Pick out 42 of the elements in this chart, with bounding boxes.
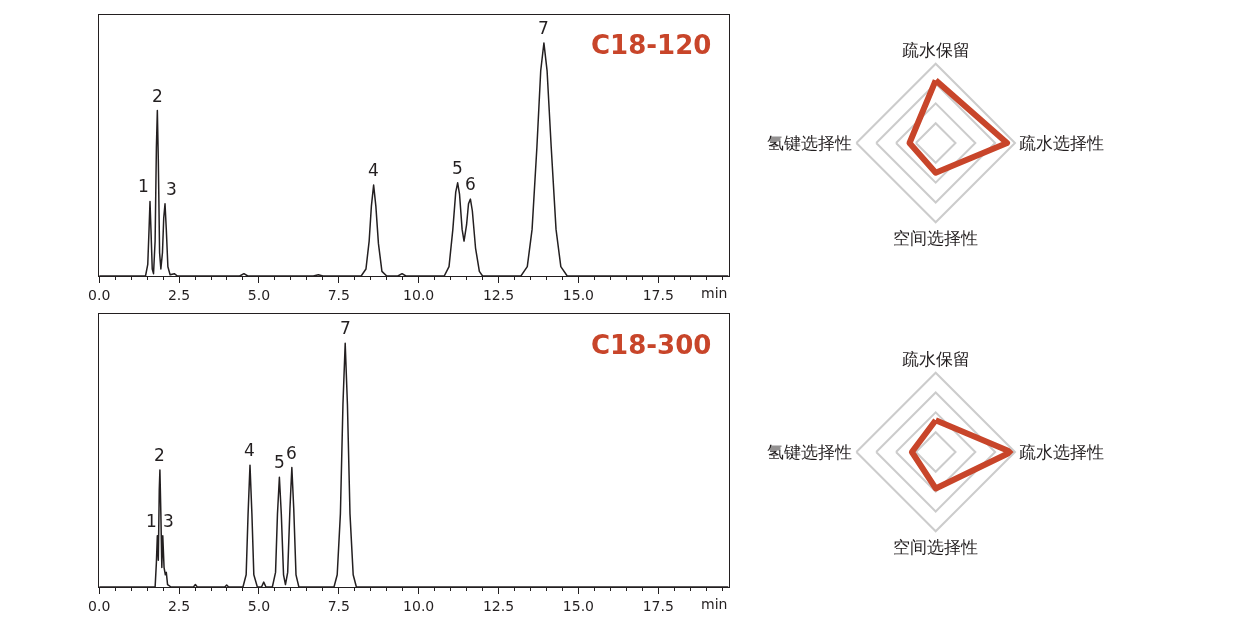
- spoke-label: 氢键选择性: [767, 441, 852, 462]
- x-tick-label: 7.5: [327, 597, 350, 614]
- spoke-label: 空间选择性: [893, 227, 979, 248]
- x-tick-label: 2.5: [167, 597, 191, 614]
- x-tick-label: 2.5: [167, 286, 191, 303]
- annotation: 7: [538, 18, 549, 38]
- x-tick-label: 15.0: [562, 286, 594, 303]
- annotation: 5: [274, 452, 285, 472]
- spoke-label: 疏水保留: [901, 39, 970, 60]
- x-tick-label: 12.5: [482, 286, 515, 303]
- annotation: 2: [154, 445, 165, 465]
- spoke-label: 疏水保留: [901, 348, 970, 369]
- x-tick-label: 0.0: [88, 597, 111, 614]
- annotation: 2: [152, 86, 163, 106]
- x-tick-label: 17.5: [642, 286, 674, 303]
- x-tick-label: 7.5: [327, 286, 350, 303]
- annotation: 4: [244, 440, 255, 460]
- spoke-label: 氢键选择性: [767, 132, 852, 153]
- spoke-label: 疏水选择性: [1019, 441, 1105, 462]
- x-tick-label: 5.0: [247, 286, 271, 303]
- spoke-label: 空间选择性: [893, 536, 979, 557]
- annotation: 4: [368, 160, 379, 180]
- x-tick-label: 5.0: [247, 597, 271, 614]
- annotation: 1: [138, 176, 149, 196]
- annotation: 1: [146, 511, 157, 531]
- x-axis-title: min: [701, 285, 728, 301]
- x-tick-label: 10.0: [403, 286, 435, 303]
- x-tick-label: 17.5: [642, 597, 674, 614]
- annotation: 6: [465, 174, 476, 194]
- x-tick-label: 10.0: [403, 597, 435, 614]
- annotation: 3: [166, 179, 177, 199]
- annotation: 6: [286, 443, 297, 463]
- annotation: 7: [340, 318, 351, 338]
- chart-title: C18-300: [591, 330, 712, 360]
- x-tick-label: 15.0: [562, 597, 594, 614]
- x-tick-label: 12.5: [482, 597, 515, 614]
- annotation: 3: [163, 511, 174, 531]
- annotation: 5: [452, 158, 463, 178]
- x-axis-title: min: [701, 596, 728, 612]
- chart-title: C18-120: [591, 30, 712, 60]
- x-tick-label: 0.0: [88, 286, 111, 303]
- spoke-label: 疏水选择性: [1019, 132, 1105, 153]
